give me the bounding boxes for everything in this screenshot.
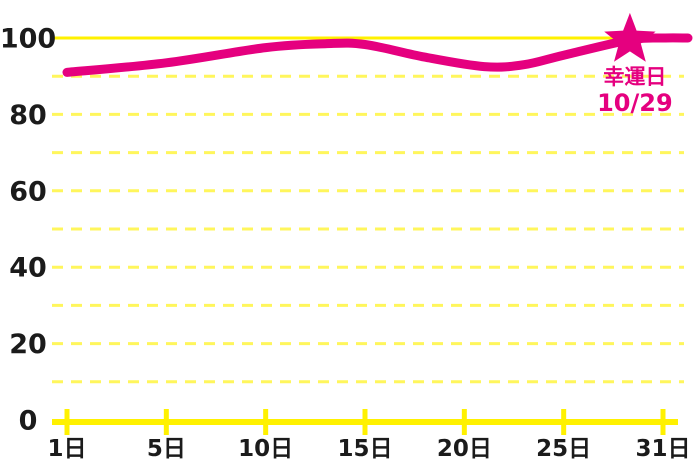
y-tick-label: 0 [19, 406, 38, 437]
lucky-day-star-icon [604, 12, 656, 62]
x-tick-label: 25日 [536, 436, 591, 462]
y-tick-label: 60 [9, 176, 47, 207]
y-tick-label: 80 [9, 100, 47, 131]
y-tick-label: 20 [9, 329, 47, 360]
x-tick-label: 1日 [47, 436, 86, 462]
x-tick-label: 15日 [337, 436, 392, 462]
lucky-day-label: 幸運日 [603, 65, 666, 89]
x-tick-label: 20日 [437, 436, 492, 462]
y-tick-label: 40 [9, 253, 47, 284]
fortune-line [62, 33, 693, 77]
x-tick-label: 10日 [238, 436, 293, 462]
x-tick-label: 5日 [147, 436, 186, 462]
lucky-day-date: 10/29 [597, 89, 673, 117]
y-tick-label: 100 [0, 24, 56, 55]
x-tick-label: 31日 [635, 436, 690, 462]
